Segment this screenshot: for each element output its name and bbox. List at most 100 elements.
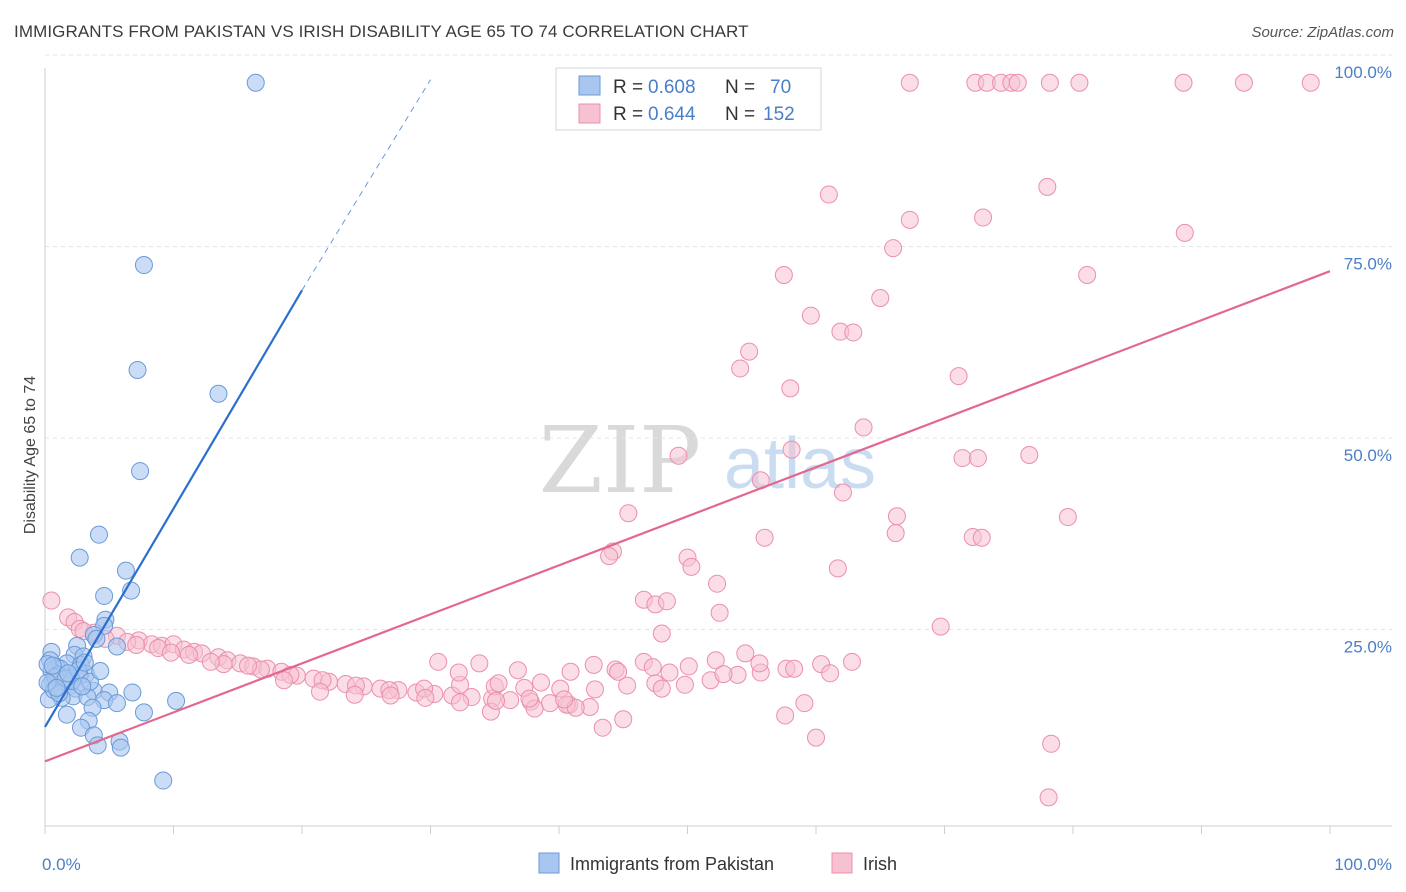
legend-pakistan-swatch	[538, 852, 560, 874]
x-tick-label: 0.0%	[42, 855, 81, 874]
irish-point	[710, 603, 729, 622]
irish-point	[555, 690, 574, 709]
pakistan-point	[209, 384, 228, 403]
irish-point	[776, 706, 795, 725]
irish-point	[1042, 734, 1061, 753]
irish-point	[449, 663, 468, 682]
irish-point	[854, 418, 873, 437]
irish-point	[795, 694, 814, 713]
irish-point	[489, 674, 508, 693]
x-tick-labels: 0.0% 100.0%	[42, 855, 1392, 874]
irish-point	[972, 528, 991, 547]
irish-point	[669, 446, 688, 465]
stats-legend: R = 0.608 N = 70 R = 0.644 N = 152	[555, 67, 822, 131]
irish-point	[1078, 265, 1097, 284]
irish-point	[614, 710, 633, 729]
pakistan-point	[95, 586, 114, 605]
irish-point	[520, 689, 539, 708]
irish-point	[310, 682, 329, 701]
pakistan-point	[107, 637, 126, 656]
pakistan-point	[70, 548, 89, 567]
irish-point	[750, 654, 769, 673]
irish-point	[584, 655, 603, 674]
source-label: Source: ZipAtlas.com	[1251, 24, 1394, 41]
irish-point	[1058, 508, 1077, 527]
legend-pakistan-label: Immigrants from Pakistan	[570, 854, 774, 874]
irish-point	[1301, 73, 1320, 92]
irish-point	[619, 504, 638, 523]
irish-point	[740, 342, 759, 361]
irish-point	[781, 379, 800, 398]
pakistan-point	[154, 771, 173, 790]
irish-r-label: R =	[613, 104, 643, 125]
irish-r-value: 0.644	[648, 104, 696, 125]
axes	[44, 68, 1392, 834]
irish-point	[819, 185, 838, 204]
irish-point	[1038, 177, 1057, 196]
x-tick-label: 100.0%	[1334, 855, 1392, 874]
irish-point	[675, 675, 694, 694]
irish-point	[886, 524, 905, 543]
pakistan-point	[167, 691, 186, 710]
irish-point	[643, 658, 662, 677]
irish-point	[774, 265, 793, 284]
pakistan-point	[128, 360, 147, 379]
irish-point	[609, 662, 628, 681]
pakistan-point	[123, 683, 142, 702]
irish-point	[974, 208, 993, 227]
irish-point	[931, 617, 950, 636]
irish-point	[618, 676, 637, 695]
irish-point	[1020, 446, 1039, 464]
irish-point	[968, 449, 987, 468]
irish-point	[127, 635, 146, 654]
pakistan-r-label: R =	[613, 77, 643, 98]
trendlines	[44, 79, 1331, 763]
irish-point	[807, 728, 825, 747]
legend-irish-label: Irish	[863, 854, 897, 874]
pakistan-r-value: 0.608	[648, 77, 696, 98]
pakistan-point	[57, 705, 76, 724]
irish-points	[42, 73, 1320, 807]
pakistan-point	[111, 738, 130, 757]
irish-point	[731, 359, 750, 378]
pakistan-trendline	[44, 289, 303, 728]
pakistan-point	[73, 677, 92, 696]
irish-point	[953, 449, 972, 468]
pakistan-point	[47, 678, 66, 697]
y-tick-label: 75.0%	[1344, 255, 1392, 274]
pakistan-point	[116, 561, 135, 580]
irish-point	[833, 483, 852, 502]
irish-point	[736, 644, 755, 663]
irish-point	[842, 652, 861, 671]
pakistan-points	[38, 73, 265, 790]
irish-point	[201, 652, 220, 671]
pakistan-n-value: 70	[770, 77, 791, 98]
pakistan-n-label: N =	[725, 77, 755, 98]
irish-point	[884, 239, 903, 258]
irish-point	[657, 592, 676, 611]
irish-point	[593, 718, 612, 737]
irish-point	[652, 624, 671, 643]
irish-point	[1008, 73, 1027, 92]
irish-point	[844, 323, 863, 342]
chart-title: IMMIGRANTS FROM PAKISTAN VS IRISH DISABI…	[14, 22, 749, 41]
irish-point	[239, 656, 258, 675]
irish-point	[451, 693, 470, 712]
irish-point	[1175, 223, 1194, 242]
pakistan-point	[134, 703, 153, 722]
irish-point	[345, 685, 364, 704]
irish-point	[532, 673, 551, 692]
gridlines	[45, 54, 1392, 630]
y-tick-label: 100.0%	[1334, 63, 1392, 82]
irish-point	[1070, 73, 1089, 92]
irish-point	[416, 688, 435, 707]
y-tick-label: 50.0%	[1344, 446, 1392, 465]
irish-point	[381, 686, 400, 705]
irish-point	[828, 559, 847, 578]
y-tick-labels: 25.0% 50.0% 75.0% 100.0%	[1334, 63, 1392, 657]
irish-point	[708, 574, 727, 593]
irish-point	[900, 73, 919, 92]
pakistan-point	[89, 525, 108, 544]
irish-point	[561, 662, 580, 681]
irish-point	[755, 528, 774, 547]
